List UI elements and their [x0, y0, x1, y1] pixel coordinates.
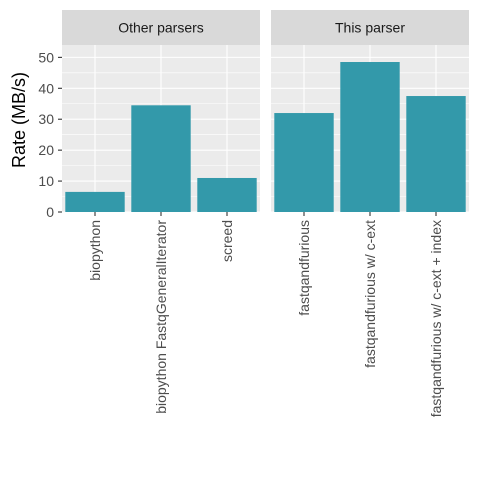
- bar-fastqandfurious-w-c-ext-index: [406, 96, 466, 212]
- facet-strip-label: This parser: [335, 20, 405, 36]
- bar-screed: [197, 177, 257, 212]
- facet-strip-background: [62, 10, 260, 45]
- facet-panel-1: Other parsers biopython biopython FastqGen…: [62, 10, 260, 414]
- bar-fastqandfurious-w-c-ext: [340, 62, 400, 212]
- bar-biopython-fastqgeneraliterator: [131, 105, 191, 212]
- x-tick-label: fastqandfurious w/ c-ext + index: [428, 220, 444, 417]
- y-tick-label: 50: [38, 49, 54, 65]
- x-tick-label: biopython: [87, 220, 103, 281]
- x-tick-label: screed: [219, 220, 235, 262]
- y-tick-label: 40: [38, 80, 54, 96]
- facet-strip-label: Other parsers: [118, 20, 204, 36]
- x-tick-label: fastqandfurious: [296, 220, 312, 316]
- y-axis: 0 10 20 30 40 50: [38, 49, 62, 220]
- y-axis-title: Rate (MB/s): [9, 72, 29, 168]
- facet-panel-2: This parser fastqandfurious fastqandfuriou…: [271, 10, 469, 417]
- y-tick-label: 20: [38, 142, 54, 158]
- y-tick-label: 10: [38, 173, 54, 189]
- x-tick-label: biopython FastqGeneralIterator: [153, 220, 169, 414]
- bar-fastqandfurious: [274, 113, 334, 212]
- panels-layer: Other parsers biopython biopython FastqGen…: [38, 10, 469, 417]
- y-tick-label: 0: [46, 204, 54, 220]
- bar-biopython: [65, 191, 125, 212]
- facet-strip-background: [271, 10, 469, 45]
- y-tick-label: 30: [38, 111, 54, 127]
- x-tick-label: fastqandfurious w/ c-ext: [362, 220, 378, 368]
